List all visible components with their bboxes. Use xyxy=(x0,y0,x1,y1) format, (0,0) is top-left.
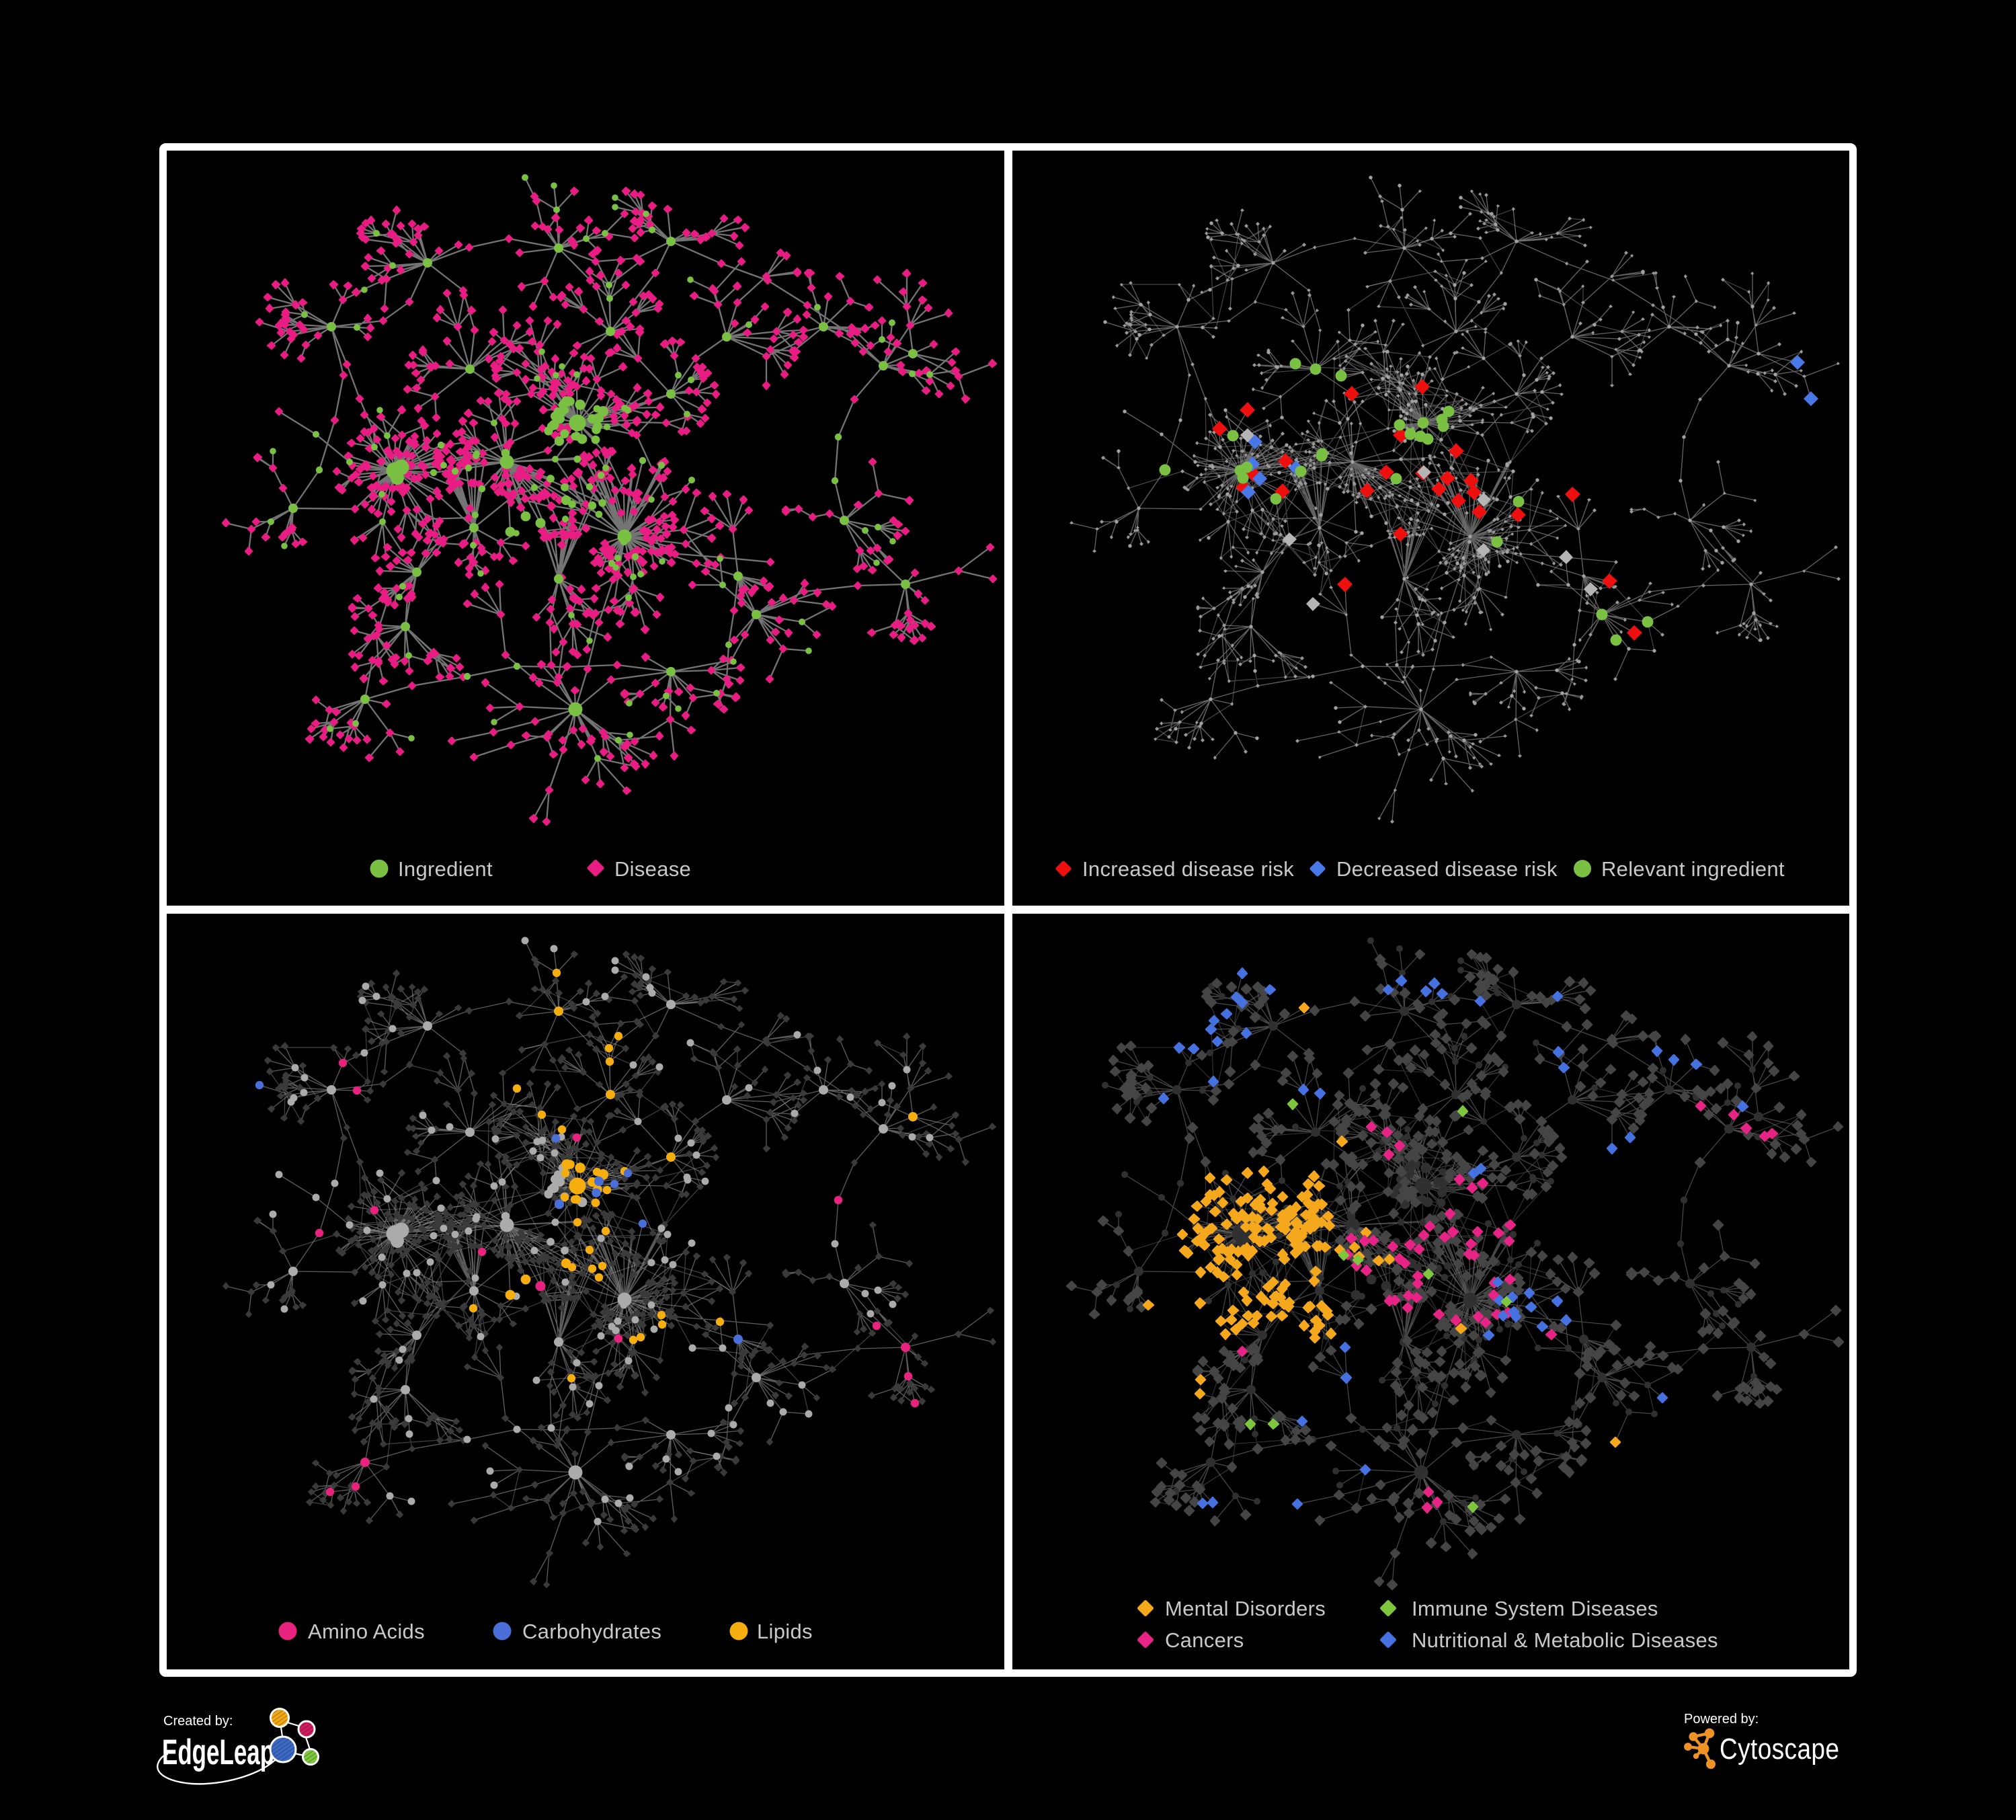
svg-text:Decreased disease risk: Decreased disease risk xyxy=(1336,857,1558,881)
svg-text:Powered by:: Powered by: xyxy=(1684,1712,1759,1727)
svg-text:EdgeLeap: EdgeLeap xyxy=(162,1732,274,1772)
svg-text:Nutritional & Metabolic Diseas: Nutritional & Metabolic Diseases xyxy=(1412,1628,1718,1652)
svg-text:Lipids: Lipids xyxy=(757,1620,813,1643)
svg-text:Cytoscape: Cytoscape xyxy=(1720,1732,1839,1766)
svg-text:Increased disease risk: Increased disease risk xyxy=(1082,857,1294,881)
svg-text:Ingredient: Ingredient xyxy=(398,857,493,881)
svg-text:Cancers: Cancers xyxy=(1165,1628,1244,1652)
svg-text:Created by:: Created by: xyxy=(163,1714,233,1729)
svg-text:Relevant ingredient: Relevant ingredient xyxy=(1601,857,1785,881)
svg-text:Immune System Diseases: Immune System Diseases xyxy=(1412,1597,1658,1620)
svg-text:Mental Disorders: Mental Disorders xyxy=(1165,1597,1326,1620)
svg-text:Carbohydrates: Carbohydrates xyxy=(522,1620,661,1643)
svg-text:Disease: Disease xyxy=(614,857,691,881)
svg-text:Amino Acids: Amino Acids xyxy=(308,1620,425,1643)
